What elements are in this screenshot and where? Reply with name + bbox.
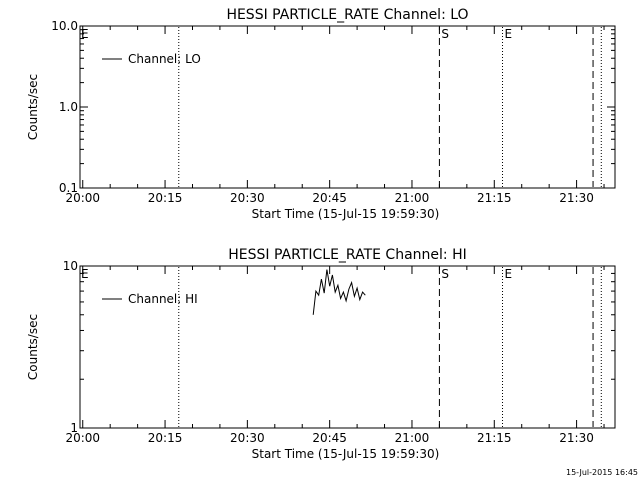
bottom-plot-frame	[79, 265, 616, 429]
top-x-tick-label: 20:00	[65, 191, 100, 205]
top-marker-label: S	[441, 27, 449, 41]
bottom-x-tick-label: 21:00	[395, 431, 430, 445]
top-x-tick-label: 21:30	[559, 191, 594, 205]
top-chart-title: HESSI PARTICLE_RATE Channel: LO	[226, 7, 468, 23]
top-x-tick-label: 20:30	[230, 191, 265, 205]
top-x-tick-label: 20:45	[312, 191, 347, 205]
bottom-chart-title: HESSI PARTICLE_RATE Channel: HI	[228, 247, 466, 263]
bottom-x-tick-label: 21:30	[559, 431, 594, 445]
bottom-edge-label: E	[81, 267, 89, 281]
top-x-tick-label: 21:15	[477, 191, 512, 205]
top-x-tick-label: 21:00	[395, 191, 430, 205]
bottom-x-axis-label: Start Time (15-Jul-15 19:59:30)	[252, 447, 440, 461]
timestamp: 15-Jul-2015 16:45	[566, 468, 638, 477]
bottom-legend-label: Channel: HI	[128, 292, 198, 306]
bottom-marker-label: S	[441, 267, 449, 281]
bottom-y-axis-label: Counts/sec	[26, 314, 40, 380]
bottom-x-tick-label: 21:15	[477, 431, 512, 445]
top-y-axis-label: Counts/sec	[26, 74, 40, 140]
bottom-x-tick-label: 20:30	[230, 431, 265, 445]
bottom-y-tick-label: 1	[70, 421, 78, 435]
bottom-marker-label: E	[505, 267, 513, 281]
bottom-x-tick-label: 20:15	[148, 431, 183, 445]
bottom-x-tick-label: 20:45	[312, 431, 347, 445]
top-y-tick-label: 1.0	[59, 100, 78, 114]
bottom-y-tick-label: 10	[63, 259, 78, 273]
top-y-tick-label: 10.0	[51, 19, 78, 33]
top-y-tick-label: 0.1	[59, 181, 78, 195]
bottom-x-tick-label: 20:00	[65, 431, 100, 445]
top-x-tick-label: 20:15	[148, 191, 183, 205]
bottom-series-line-0	[312, 269, 366, 315]
top-edge-label: E	[81, 27, 89, 41]
top-x-axis-label: Start Time (15-Jul-15 19:59:30)	[252, 207, 440, 221]
top-marker-label: E	[505, 27, 513, 41]
top-plot-frame	[79, 25, 616, 189]
top-legend-label: Channel: LO	[128, 52, 201, 66]
